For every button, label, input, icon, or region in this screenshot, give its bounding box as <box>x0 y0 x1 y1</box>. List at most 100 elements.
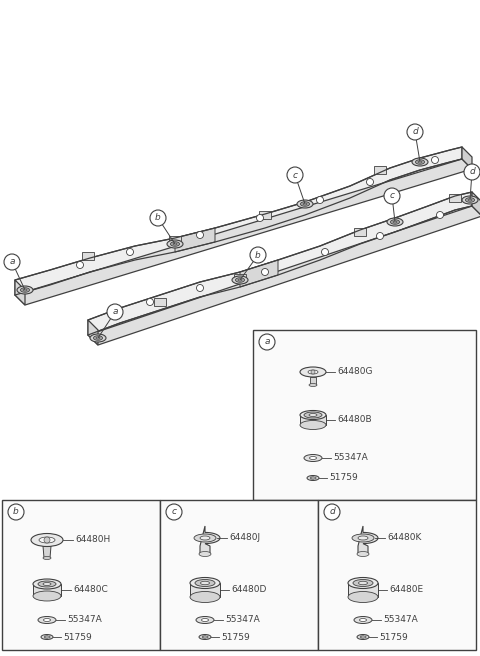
Ellipse shape <box>297 200 313 208</box>
Ellipse shape <box>466 197 475 202</box>
Text: 64480B: 64480B <box>337 415 372 424</box>
Ellipse shape <box>304 412 322 418</box>
Ellipse shape <box>393 221 397 223</box>
Ellipse shape <box>201 581 209 584</box>
Ellipse shape <box>195 579 215 586</box>
Ellipse shape <box>33 591 61 601</box>
Ellipse shape <box>300 367 326 377</box>
Polygon shape <box>200 526 220 554</box>
Ellipse shape <box>359 581 368 584</box>
Bar <box>449 194 461 202</box>
Text: b: b <box>255 251 261 260</box>
Ellipse shape <box>43 583 51 586</box>
Text: a: a <box>9 258 15 266</box>
Ellipse shape <box>38 581 56 587</box>
Circle shape <box>311 370 315 374</box>
Ellipse shape <box>202 619 208 621</box>
Polygon shape <box>15 147 462 295</box>
Ellipse shape <box>468 199 472 201</box>
Text: 55347A: 55347A <box>67 615 102 625</box>
Text: b: b <box>13 508 19 516</box>
Ellipse shape <box>310 457 316 459</box>
Ellipse shape <box>167 240 183 248</box>
Circle shape <box>316 197 324 203</box>
Ellipse shape <box>300 202 310 206</box>
Ellipse shape <box>391 220 399 224</box>
Text: b: b <box>155 213 161 222</box>
FancyBboxPatch shape <box>2 500 160 650</box>
Ellipse shape <box>199 552 211 556</box>
Circle shape <box>407 124 423 140</box>
Ellipse shape <box>307 476 319 480</box>
Text: c: c <box>171 508 177 516</box>
Ellipse shape <box>43 556 51 560</box>
Text: 64480C: 64480C <box>73 586 108 594</box>
Text: a: a <box>264 337 270 346</box>
Ellipse shape <box>17 286 33 294</box>
Circle shape <box>107 304 123 320</box>
Ellipse shape <box>348 592 378 602</box>
FancyBboxPatch shape <box>318 500 476 650</box>
Ellipse shape <box>94 336 103 340</box>
Ellipse shape <box>236 277 244 282</box>
Text: 55347A: 55347A <box>383 615 418 625</box>
Polygon shape <box>300 415 326 425</box>
Bar <box>154 298 166 306</box>
Circle shape <box>166 504 182 520</box>
Ellipse shape <box>360 619 367 621</box>
Polygon shape <box>88 192 472 335</box>
Ellipse shape <box>96 337 100 339</box>
Ellipse shape <box>303 203 307 205</box>
Ellipse shape <box>41 634 53 640</box>
Ellipse shape <box>190 577 220 588</box>
Ellipse shape <box>462 196 478 204</box>
Circle shape <box>287 167 303 183</box>
Polygon shape <box>310 377 316 385</box>
Circle shape <box>367 178 373 186</box>
Circle shape <box>324 504 340 520</box>
Polygon shape <box>472 192 480 216</box>
Ellipse shape <box>232 276 248 284</box>
FancyBboxPatch shape <box>253 330 476 500</box>
Ellipse shape <box>309 384 317 386</box>
Polygon shape <box>15 280 25 305</box>
Ellipse shape <box>190 592 220 602</box>
Circle shape <box>256 215 264 222</box>
Ellipse shape <box>33 579 61 589</box>
Ellipse shape <box>238 279 242 281</box>
Ellipse shape <box>194 534 216 542</box>
Bar <box>234 274 246 282</box>
Ellipse shape <box>387 218 403 226</box>
Ellipse shape <box>21 288 29 293</box>
Circle shape <box>8 504 24 520</box>
Text: c: c <box>292 171 298 180</box>
Text: 51759: 51759 <box>329 474 358 483</box>
Bar <box>374 166 386 174</box>
Text: 64480J: 64480J <box>229 533 260 543</box>
Polygon shape <box>33 584 61 596</box>
Circle shape <box>259 334 275 350</box>
Text: 64480D: 64480D <box>231 586 266 594</box>
Ellipse shape <box>200 536 210 540</box>
Ellipse shape <box>311 477 315 479</box>
Bar <box>259 211 271 219</box>
Ellipse shape <box>44 619 50 621</box>
Circle shape <box>376 232 384 239</box>
Text: 64480G: 64480G <box>337 367 372 377</box>
Ellipse shape <box>90 334 106 342</box>
Polygon shape <box>15 159 472 305</box>
Circle shape <box>464 164 480 180</box>
Circle shape <box>76 262 84 268</box>
Text: 55347A: 55347A <box>225 615 260 625</box>
Ellipse shape <box>45 636 49 638</box>
Bar <box>169 236 181 244</box>
Polygon shape <box>240 260 278 287</box>
Ellipse shape <box>412 158 428 166</box>
Ellipse shape <box>357 552 369 556</box>
Polygon shape <box>88 320 98 345</box>
Ellipse shape <box>354 617 372 623</box>
Circle shape <box>262 268 268 276</box>
Polygon shape <box>190 583 220 597</box>
Ellipse shape <box>300 420 326 430</box>
Circle shape <box>150 210 166 226</box>
